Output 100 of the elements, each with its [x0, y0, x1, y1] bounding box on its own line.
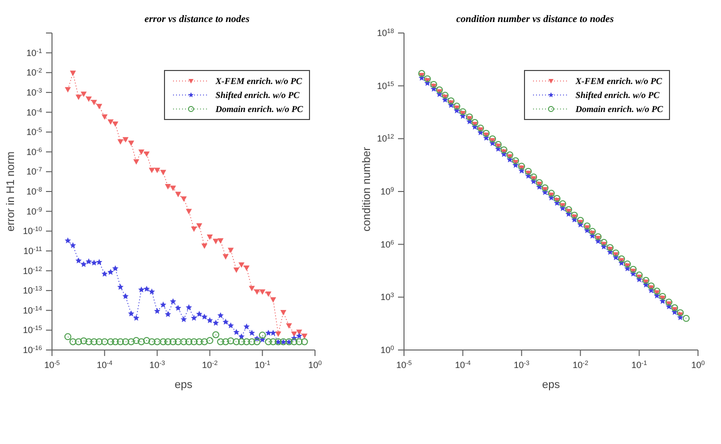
- point: [259, 289, 266, 295]
- point: [217, 338, 224, 346]
- point: [190, 338, 198, 346]
- point: [228, 322, 234, 328]
- point: [116, 338, 124, 346]
- point: [290, 338, 298, 346]
- point: [80, 337, 88, 344]
- point: [170, 186, 176, 192]
- point: [70, 242, 76, 248]
- y-tick-label: 10$^{-12}$: [22, 265, 42, 276]
- point: [270, 297, 276, 303]
- point: [477, 124, 484, 132]
- point: [570, 212, 578, 219]
- x-axis-title: eps: [174, 379, 193, 391]
- y-tick-label: 10$^{12}$: [376, 133, 394, 144]
- point: [666, 303, 672, 310]
- point: [489, 135, 496, 142]
- legend-label: Shifted enrich. w/o PC: [215, 90, 300, 100]
- point: [122, 293, 129, 300]
- point: [164, 311, 172, 318]
- point: [296, 338, 303, 346]
- point: [506, 151, 514, 158]
- point: [238, 338, 245, 346]
- point: [483, 134, 490, 141]
- point: [254, 338, 261, 346]
- point: [642, 276, 650, 284]
- point: [170, 298, 176, 304]
- point: [258, 332, 266, 339]
- point: [665, 298, 672, 306]
- point: [185, 338, 192, 346]
- point: [96, 258, 102, 265]
- y-axis-title: condition number: [360, 146, 373, 232]
- legend-label: Shifted enrich. w/o PC: [575, 90, 660, 100]
- point: [212, 320, 219, 326]
- point: [448, 97, 454, 104]
- point: [233, 328, 240, 335]
- y-tick-label: 10$^{-1}$: [26, 47, 42, 58]
- point: [584, 222, 591, 230]
- point: [270, 330, 276, 336]
- x-tick-label: 10$^{-3}$: [514, 360, 530, 370]
- point: [154, 168, 160, 174]
- point: [206, 317, 213, 324]
- point: [107, 268, 114, 275]
- point: [133, 314, 140, 321]
- y-tick-label: 10$^{9}$: [380, 186, 394, 196]
- point: [206, 234, 213, 240]
- point: [90, 338, 98, 346]
- point: [612, 250, 620, 257]
- point: [270, 338, 277, 346]
- point: [101, 338, 108, 346]
- point: [677, 314, 684, 320]
- point: [112, 121, 118, 127]
- point: [64, 333, 72, 340]
- point: [554, 195, 560, 202]
- point: [606, 244, 614, 252]
- point: [530, 173, 538, 180]
- point: [671, 304, 678, 312]
- point: [222, 338, 230, 346]
- point: [248, 286, 255, 292]
- point: [101, 270, 108, 277]
- point: [190, 226, 197, 232]
- point: [96, 338, 103, 346]
- point: [265, 291, 272, 297]
- point: [477, 129, 484, 136]
- point: [80, 92, 87, 98]
- point: [174, 338, 182, 346]
- y-tick-label: 10$^{3}$: [380, 292, 394, 302]
- point: [170, 338, 177, 346]
- point: [232, 338, 240, 346]
- x-tick-label: 10$^{0}$: [308, 360, 322, 370]
- point: [64, 237, 71, 244]
- point: [624, 260, 631, 268]
- x-tick-label: 10$^{-4}$: [454, 360, 472, 370]
- point: [494, 140, 502, 148]
- point: [296, 330, 302, 335]
- point: [600, 238, 608, 246]
- point: [459, 108, 466, 116]
- point: [112, 265, 118, 272]
- point: [512, 162, 519, 168]
- y-tick-label: 10$^{-10}$: [22, 226, 42, 236]
- point: [227, 337, 234, 344]
- x-tick-label: 10$^{-5}$: [396, 360, 412, 370]
- point: [442, 92, 449, 99]
- x-tick-label: 10$^{-1}$: [631, 360, 648, 370]
- legend-label: X-FEM enrich. w/o PC: [215, 76, 302, 86]
- point: [630, 266, 637, 273]
- y-tick-label: 10$^{6}$: [380, 238, 394, 250]
- point: [196, 338, 203, 346]
- point: [75, 338, 82, 346]
- point: [180, 316, 187, 322]
- point: [228, 248, 234, 254]
- point: [565, 206, 572, 214]
- point: [196, 310, 202, 317]
- point: [196, 223, 202, 229]
- point: [154, 308, 160, 314]
- point: [133, 159, 140, 165]
- point: [128, 140, 134, 146]
- point: [618, 255, 625, 262]
- point: [654, 292, 660, 298]
- point: [275, 331, 282, 337]
